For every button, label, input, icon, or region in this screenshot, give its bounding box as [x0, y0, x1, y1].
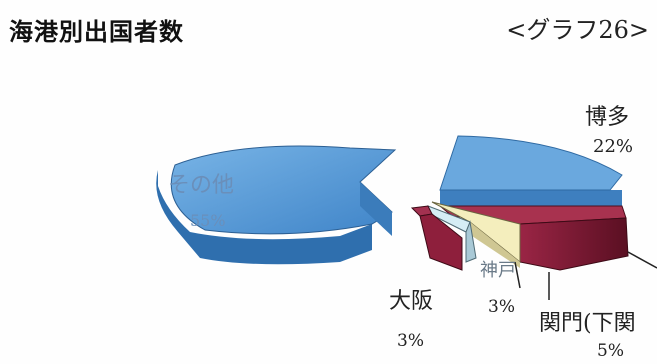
leader-line-maroon — [627, 251, 657, 269]
slice-label-kobe: 神戸 — [480, 260, 516, 281]
slice-hakata-side — [440, 190, 622, 206]
slice-label-kanmon: 関門(下関 — [539, 311, 636, 336]
slice-other-top — [170, 145, 397, 235]
slice-kobe-side — [465, 220, 477, 263]
graph-number: <グラフ26> — [506, 16, 649, 44]
slice-other-side — [156, 170, 372, 265]
chart-title: 海港別出国者数 — [9, 18, 184, 46]
slice-value-kobe: 3% — [488, 297, 515, 317]
slice-kanmon — [431, 201, 521, 268]
slice-kobe — [427, 205, 477, 263]
slice-value-osaka: 3% — [397, 331, 424, 351]
slice-other — [156, 145, 397, 265]
slice-label-hakata: 博多 — [585, 105, 629, 130]
slice-other-notch — [360, 182, 392, 236]
slice-value-hakata: 22% — [593, 136, 633, 157]
slice-label-osaka: 大阪 — [389, 289, 433, 314]
slice-osaka — [410, 205, 463, 271]
slice-kanmon-side — [466, 222, 520, 268]
slice-label-other: その他 — [168, 173, 234, 198]
slice-hakata — [439, 135, 623, 206]
slice-value-kanmon: 5% — [597, 341, 624, 361]
slice-value-other: 55% — [190, 211, 226, 230]
leader-line-kobe — [514, 261, 521, 289]
slice-maroon-right-side — [519, 217, 629, 271]
slice-osaka-side — [419, 213, 463, 271]
slice-hakata-top — [439, 135, 623, 191]
